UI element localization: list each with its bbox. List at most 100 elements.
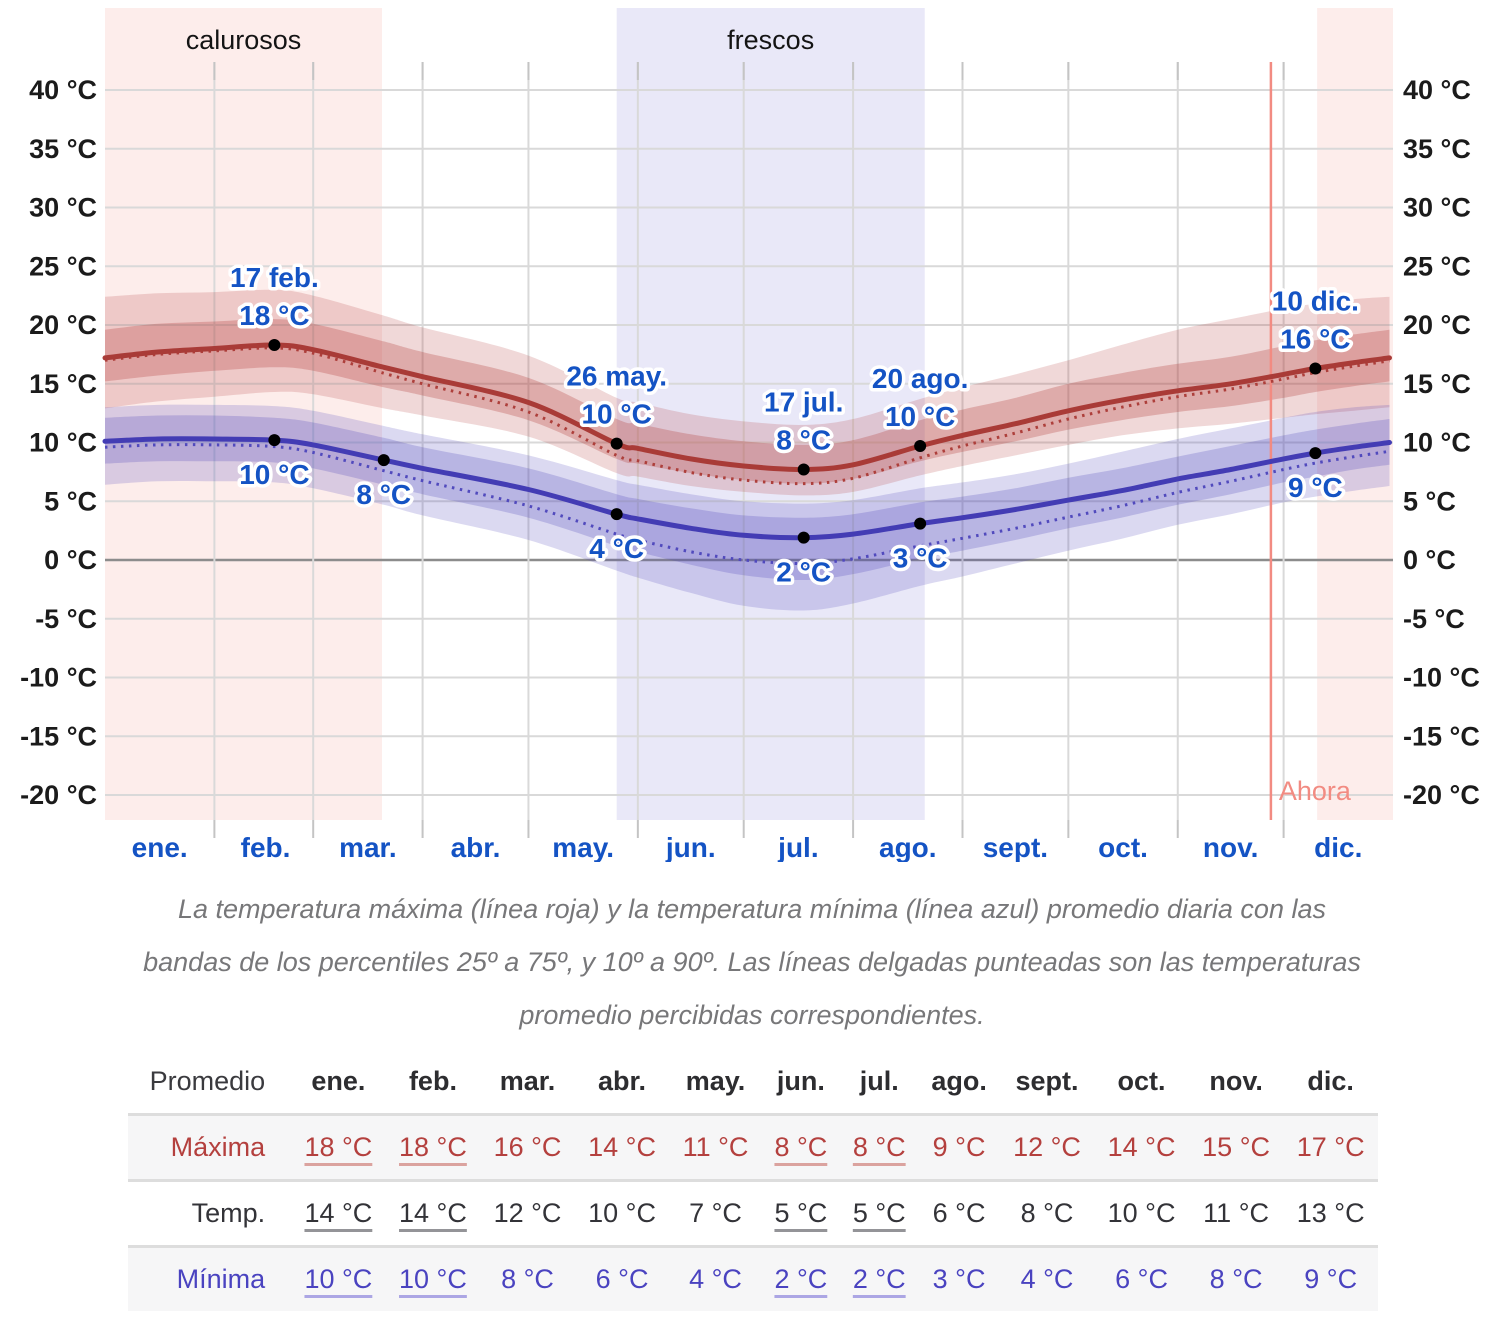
table-header-month: ene. (311, 1066, 366, 1096)
cell-temp-abr: 10 °C (574, 1179, 670, 1247)
y-axis-label-left: -15 °C (20, 721, 97, 751)
month-label-sept[interactable]: sept. (983, 832, 1048, 863)
cell-temp-dic: 13 °C (1283, 1179, 1378, 1247)
annotation-date[interactable]: 26 may. (563, 357, 671, 395)
row-label-maxima: Máxima (128, 1113, 292, 1181)
y-axis-label-left: 20 °C (29, 310, 97, 340)
cell-maxima-ago: 9 °C (918, 1113, 1000, 1181)
now-label: Ahora (1279, 776, 1352, 806)
month-label-dic[interactable]: dic. (1314, 832, 1362, 863)
month-label-nov[interactable]: nov. (1203, 832, 1258, 863)
annotation-value[interactable]: 16 °C (1277, 320, 1354, 358)
max-band-25-75 (105, 319, 1390, 484)
month-label-ago[interactable]: ago. (879, 832, 937, 863)
key-point-dot (268, 338, 281, 351)
cell-temp-jul[interactable]: 5 °C (840, 1179, 919, 1247)
annotation-value[interactable]: 10 °C (578, 395, 655, 433)
caption-line-1: La temperatura máxima (línea roja) y la … (177, 894, 1326, 924)
cell-maxima-may: 11 °C (669, 1113, 762, 1181)
table-header-row: Promedio ene. feb. mar. abr. may. jun. jul. ago.… (128, 1066, 1378, 1115)
y-axis-label-left: 30 °C (29, 193, 97, 223)
key-point-dot (377, 454, 390, 467)
table-header-month: feb. (408, 1066, 457, 1096)
month-label-ene[interactable]: ene. (132, 832, 188, 863)
cell-temp-jun[interactable]: 5 °C (761, 1179, 841, 1247)
y-axis-label-right: 0 °C (1403, 545, 1456, 575)
y-axis-label-right: -10 °C (1403, 663, 1480, 693)
cell-maxima-jun[interactable]: 8 °C (761, 1113, 841, 1181)
cell-minima-jul[interactable]: 2 °C (840, 1245, 919, 1311)
row-label-temp: Temp. (128, 1179, 292, 1247)
key-point-dot (610, 508, 623, 521)
cell-minima-ene[interactable]: 10 °C (291, 1245, 386, 1311)
annotation-value[interactable]: 8 °C (353, 476, 415, 514)
cell-temp-nov: 11 °C (1188, 1179, 1284, 1247)
min-band-25-75 (105, 415, 1390, 581)
annotation-value[interactable]: 4 °C (586, 530, 648, 568)
key-point-dot (610, 437, 623, 450)
y-axis-label-left: 0 °C (44, 545, 97, 575)
annotation-date[interactable]: 17 feb. (227, 258, 323, 296)
max-band-10-90 (105, 289, 1390, 496)
cell-maxima-dic: 17 °C (1283, 1113, 1378, 1181)
y-axis-label-left: -5 °C (35, 604, 97, 634)
annotation-value[interactable]: 3 °C (889, 539, 951, 577)
y-axis-label-right: 35 °C (1403, 134, 1471, 164)
row-label-minima: Mínima (128, 1245, 292, 1311)
month-label-jul[interactable]: jul. (777, 832, 818, 863)
cell-maxima-oct: 14 °C (1094, 1113, 1189, 1181)
y-axis-label-right: 15 °C (1403, 369, 1471, 399)
month-label-may[interactable]: may. (552, 832, 614, 863)
key-point-dot (268, 434, 281, 447)
table-header-month: mar. (499, 1066, 556, 1096)
cell-temp-sept: 8 °C (999, 1179, 1095, 1247)
cell-minima-nov: 8 °C (1188, 1245, 1284, 1311)
annotation-value[interactable]: 9 °C (1284, 469, 1346, 507)
y-axis-label-right: -5 °C (1403, 604, 1465, 634)
annotation-value[interactable]: 10 °C (881, 398, 958, 436)
key-point-dot (914, 440, 927, 453)
cell-minima-oct: 6 °C (1094, 1245, 1189, 1311)
month-label-mar[interactable]: mar. (339, 832, 397, 863)
month-label-jun[interactable]: jun. (665, 832, 716, 863)
annotation-value[interactable]: 18 °C (236, 296, 313, 334)
cell-minima-feb[interactable]: 10 °C (385, 1245, 481, 1311)
cell-minima-jun[interactable]: 2 °C (761, 1245, 841, 1311)
cell-temp-feb[interactable]: 14 °C (385, 1179, 481, 1247)
cell-maxima-feb[interactable]: 18 °C (385, 1113, 481, 1181)
y-axis-label-left: 40 °C (29, 75, 97, 105)
annotation-value[interactable]: 8 °C (773, 421, 835, 459)
cell-maxima-sept: 12 °C (999, 1113, 1095, 1181)
annotation-value[interactable]: 2 °C (773, 553, 835, 591)
table-header-month: dic. (1307, 1066, 1354, 1096)
table-header-month: oct. (1117, 1066, 1166, 1096)
cell-temp-oct: 10 °C (1094, 1179, 1189, 1247)
cool-season-band (616, 8, 925, 820)
cell-maxima-jul[interactable]: 8 °C (840, 1113, 919, 1181)
cell-minima-may: 4 °C (669, 1245, 762, 1311)
y-axis-label-right: -20 °C (1403, 780, 1480, 810)
cell-minima-sept: 4 °C (999, 1245, 1095, 1311)
month-label-oct[interactable]: oct. (1098, 832, 1148, 863)
annotation-date[interactable]: 20 ago. (868, 360, 971, 398)
annotation-date[interactable]: 10 dic. (1268, 282, 1362, 320)
table-header-month: ago. (931, 1066, 987, 1096)
table-row-temp: Temp. 14 °C 14 °C 12 °C 10 °C 7 °C 5 °C 5 °C 6 °… (128, 1179, 1378, 1247)
cell-temp-may: 7 °C (669, 1179, 762, 1247)
cell-minima-ago: 3 °C (918, 1245, 1000, 1311)
y-axis-label-right: 40 °C (1403, 75, 1471, 105)
annotation-date[interactable]: 17 jul. (761, 383, 847, 421)
annotation-value[interactable]: 10 °C (236, 456, 313, 494)
caption-line-2: bandas de los percentiles 25º a 75º, y 1… (143, 947, 1361, 977)
key-point-dot (797, 463, 810, 476)
y-axis-label-left: -10 °C (20, 663, 97, 693)
y-axis-label-right: 10 °C (1403, 428, 1471, 458)
table-header-month: jul. (859, 1066, 899, 1096)
table-header-month: abr. (598, 1066, 647, 1096)
cell-maxima-ene[interactable]: 18 °C (291, 1113, 386, 1181)
month-label-abr[interactable]: abr. (451, 832, 501, 863)
month-label-feb[interactable]: feb. (241, 832, 291, 863)
warm-season-band (105, 8, 383, 820)
y-axis-label-left: 35 °C (29, 134, 97, 164)
cell-temp-ene[interactable]: 14 °C (291, 1179, 386, 1247)
